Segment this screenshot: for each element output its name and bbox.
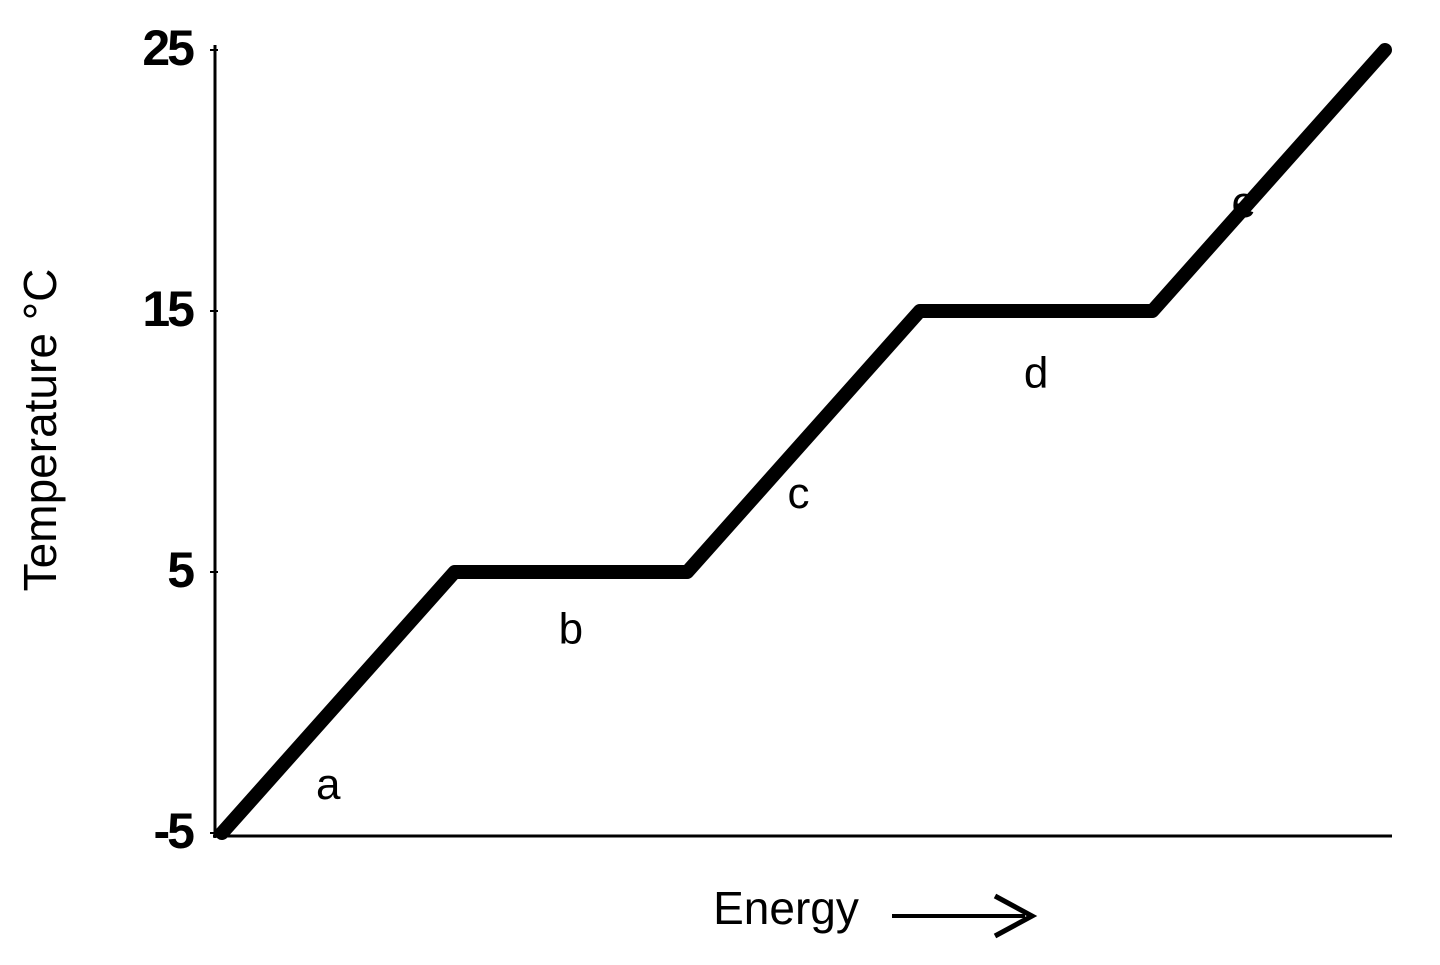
y-tick-label: 25 [142, 20, 194, 76]
y-tick-label: 15 [142, 281, 194, 337]
y-tick-label: -5 [154, 803, 195, 859]
segment-label: c [788, 469, 810, 518]
heating-curve [215, 43, 1392, 840]
y-axis-label: Temperature °C [14, 269, 66, 592]
segment-label: b [559, 605, 583, 654]
segment-label: a [316, 760, 341, 809]
segment-label: d [1024, 349, 1048, 398]
segment-label: e [1231, 178, 1255, 227]
y-tick-label: 5 [167, 542, 194, 598]
x-axis-label: Energy [713, 882, 859, 934]
energy-arrow [892, 893, 1038, 939]
